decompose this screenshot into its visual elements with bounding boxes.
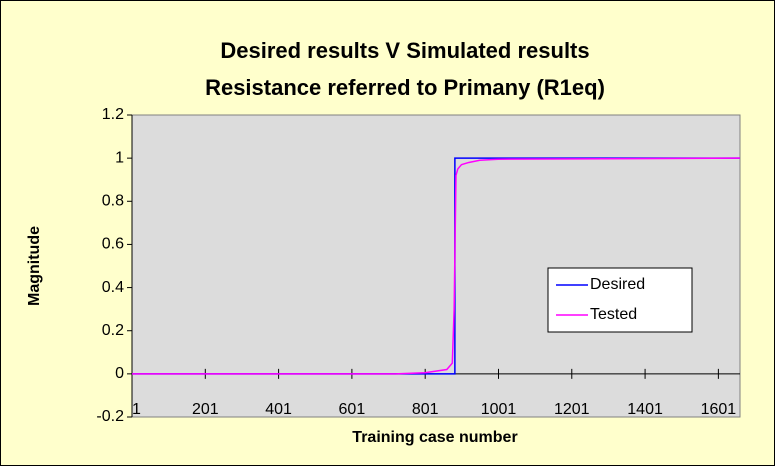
x-tick-label: 801 [412, 401, 439, 418]
y-tick-label: 1.2 [102, 106, 124, 123]
y-tick-label: 0.8 [102, 193, 124, 210]
plot-area [131, 114, 741, 418]
x-tick-label: 201 [192, 401, 219, 418]
y-axis-title: Magnitude [26, 226, 43, 306]
x-tick-label: 1001 [481, 401, 517, 418]
legend-box [547, 267, 693, 333]
x-tick-label: 1401 [627, 401, 663, 418]
x-tick-label: 1601 [701, 401, 737, 418]
y-tick-label: 0.4 [102, 279, 124, 296]
line-series [132, 157, 741, 375]
x-tick-label: 601 [339, 401, 366, 418]
legend-label: Desired [590, 276, 645, 293]
legend-label: Tested [590, 306, 637, 323]
x-tick-label: 401 [265, 401, 292, 418]
y-tick-label: 0 [115, 365, 124, 382]
x-axis-title: Training case number [352, 429, 517, 446]
x-tick-label: 1 [132, 401, 141, 418]
x-tick-label: 1201 [554, 401, 590, 418]
y-tick-label: 0.2 [102, 322, 124, 339]
y-tick-label: 1 [115, 149, 124, 166]
chart-title: Desired results V Simulated results [220, 38, 589, 63]
y-tick-label: -0.2 [96, 408, 124, 425]
chart-subtitle: Resistance referred to Primany (R1eq) [205, 75, 605, 100]
y-tick-label: 0.6 [102, 236, 124, 253]
